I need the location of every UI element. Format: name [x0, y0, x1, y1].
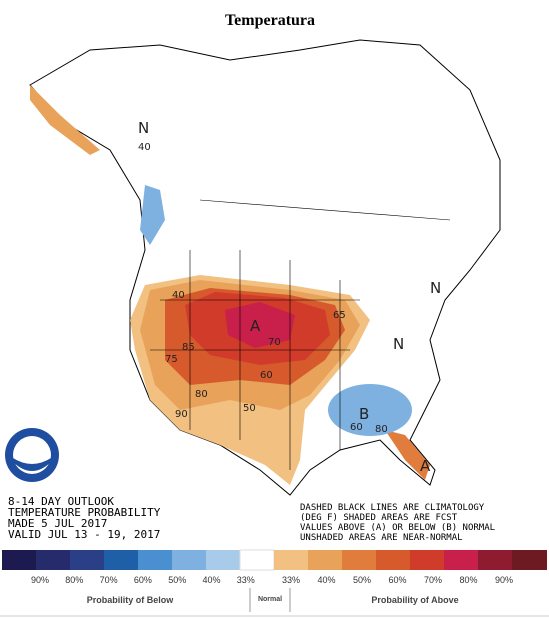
legend-label: 80% — [459, 575, 477, 585]
legend-labels: 90% 80% 70% 60% 50% 40% 33% 33% 40% 50% 60% 70% 80% 9… — [31, 575, 513, 585]
swatch — [274, 550, 308, 570]
title: Temperatura — [225, 12, 315, 29]
map-label: 60 — [350, 422, 363, 433]
map-label: 90 — [175, 409, 188, 420]
swatch — [36, 550, 70, 570]
logo — [13, 458, 51, 471]
outlook-text: 8-14 DAY OUTLOOK TEMPERATURE PROBABILITY… — [8, 495, 161, 541]
map-label: 65 — [333, 310, 346, 321]
outlook-line: 8-14 DAY OUTLOOK — [8, 495, 114, 508]
map-label: 70 — [268, 337, 281, 348]
note-line: UNSHADED AREAS ARE NEAR-NORMAL — [300, 533, 463, 543]
legend-label: 70% — [424, 575, 442, 585]
map-label: 40 — [138, 142, 151, 153]
alaska-shade — [30, 85, 100, 155]
swatch — [342, 550, 376, 570]
map-label: B — [359, 405, 369, 423]
northwest-shade — [140, 185, 165, 245]
swatch — [172, 550, 206, 570]
map-label: N — [430, 279, 441, 297]
outlook-line: MADE 5 JUL 2017 — [8, 517, 107, 530]
swatch — [444, 550, 478, 570]
swatch — [376, 550, 410, 570]
note-line: (DEG F) SHADED AREAS ARE FCST — [300, 513, 458, 523]
map-label: A — [250, 317, 261, 335]
swatch — [138, 550, 172, 570]
map-label: 50 — [243, 403, 256, 414]
map-label: A — [420, 457, 431, 475]
legend-label: 80% — [65, 575, 83, 585]
legend-label: 60% — [134, 575, 152, 585]
map-label: 80 — [195, 389, 208, 400]
swatch — [239, 549, 275, 571]
outlook-line: TEMPERATURE PROBABILITY — [8, 506, 161, 519]
color-bar — [2, 549, 547, 571]
note-line: VALUES ABOVE (A) OR BELOW (B) NORMAL — [300, 523, 495, 533]
map-label: 40 — [172, 290, 185, 301]
legend-label: 33% — [237, 575, 255, 585]
above-title: Probability of Above — [371, 595, 458, 605]
note-line: DASHED BLACK LINES ARE CLIMATOLOGY — [300, 503, 485, 513]
map-label: 75 — [165, 354, 178, 365]
legend-label: 90% — [495, 575, 513, 585]
legend-label: 40% — [317, 575, 335, 585]
legend-label: 70% — [100, 575, 118, 585]
swatch — [104, 550, 138, 570]
swatch — [2, 550, 36, 570]
map-label: 80 — [375, 424, 388, 435]
normal-title: Normal — [258, 596, 282, 603]
map-label: N — [393, 335, 404, 353]
above-70 — [225, 302, 295, 348]
legend-label: 40% — [202, 575, 220, 585]
map-label: 85 — [182, 342, 195, 353]
southeast-shade — [328, 384, 412, 436]
florida-shade — [385, 430, 430, 480]
outlook-line: VALID JUL 13 - 19, 2017 — [8, 528, 160, 541]
swatch — [206, 550, 240, 570]
borders — [150, 199, 451, 470]
legend-label: 33% — [282, 575, 300, 585]
legend-label: 50% — [168, 575, 186, 585]
legend-label: 50% — [353, 575, 371, 585]
map-label: 60 — [260, 370, 273, 381]
swatch — [478, 550, 512, 570]
swatch — [512, 550, 547, 570]
swatch — [410, 550, 444, 570]
note-text: DASHED BLACK LINES ARE CLIMATOLOGY (DEG … — [300, 503, 495, 543]
legend-label: 90% — [31, 575, 49, 585]
swatch — [70, 550, 104, 570]
legend-label: 60% — [388, 575, 406, 585]
swatch — [308, 550, 342, 570]
map: N A B A N N 70 60 50 40 75 80 90 65 85 4… — [5, 39, 501, 543]
below-title: Probability of Below — [87, 595, 175, 605]
map-label: N — [138, 119, 149, 137]
